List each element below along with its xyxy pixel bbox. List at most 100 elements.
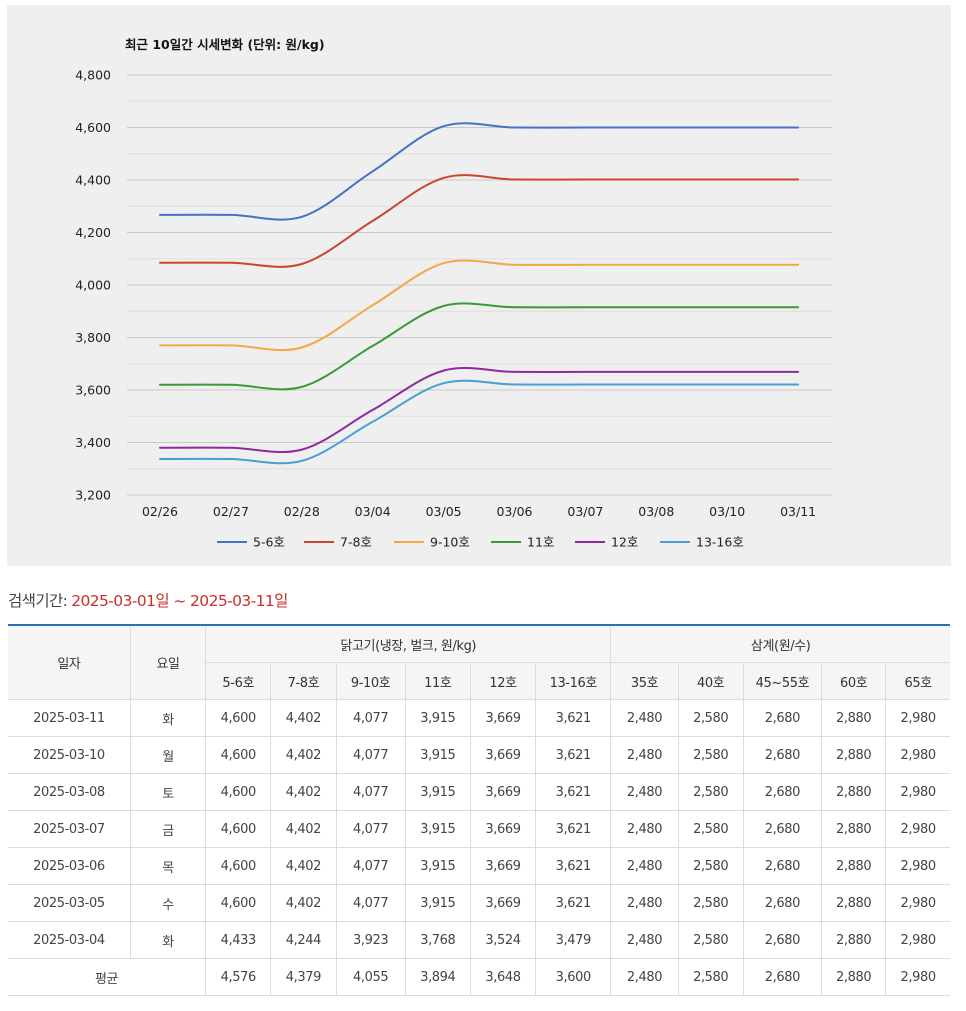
price-cell: 4,433 (205, 921, 272, 959)
y-tick-label: 4,800 (75, 68, 111, 83)
average-cell: 4,379 (270, 958, 337, 996)
day-cell: 화 (129, 921, 207, 959)
x-tick-label: 02/26 (142, 504, 178, 519)
price-cell: 2,980 (885, 699, 950, 737)
date-cell: 2025-03-08 (8, 773, 131, 811)
price-cell: 3,621 (535, 810, 612, 848)
price-cell: 2,680 (742, 884, 823, 922)
day-cell: 화 (129, 699, 207, 737)
price-cell: 2,980 (885, 810, 950, 848)
average-cell: 3,648 (469, 958, 537, 996)
x-tick-label: 03/04 (355, 504, 391, 519)
x-tick-label: 03/07 (567, 504, 603, 519)
y-axis-ticks: 3,200 3,400 3,600 3,800 4,000 4,200 4,400 4,600… (75, 68, 111, 503)
header-size: 35호 (610, 662, 679, 700)
header-size: 5-6호 (205, 662, 272, 700)
price-cell: 4,402 (270, 884, 337, 922)
x-tick-label: 03/05 (426, 504, 462, 519)
day-cell: 월 (129, 736, 207, 774)
table-row: 2025-03-06 목 4,600 4,402 4,077 3,915 3,669 3,62… (8, 847, 950, 885)
price-cell: 2,680 (742, 921, 823, 959)
price-cell: 2,980 (885, 773, 950, 811)
price-cell: 2,980 (885, 736, 950, 774)
x-tick-label: 03/10 (709, 504, 745, 519)
header-row-sizes: 5-6호 7-8호 9-10호 11호 12호 13-16호 35호 40호 45~55호 60호… (8, 662, 950, 700)
price-cell: 3,621 (535, 736, 612, 774)
price-cell: 2,880 (821, 773, 887, 811)
price-cell: 2,580 (677, 810, 744, 848)
header-size: 13-16호 (535, 662, 612, 700)
line-chart-svg: 최근 10일간 시세변화 (단위: 원/kg) 3,2003,4003,6003… (75, 37, 832, 550)
x-tick-label: 03/08 (638, 504, 674, 519)
series-line (159, 367, 800, 453)
day-cell: 수 (129, 884, 207, 922)
price-cell: 3,621 (535, 847, 612, 885)
price-cell: 2,580 (677, 847, 744, 885)
price-cell: 3,479 (535, 921, 612, 959)
day-cell: 금 (129, 810, 207, 848)
price-table: 일자 요일 닭고기(냉장, 벌크, 원/kg) 삼계(원/수) 5-6호 7-8호… (8, 624, 950, 996)
y-tick-label: 4,400 (75, 173, 111, 188)
table-body: 2025-03-11 화 4,600 4,402 4,077 3,915 3,669 3,62… (8, 699, 950, 996)
x-tick-label: 03/11 (780, 504, 816, 519)
series-line (159, 259, 800, 351)
date-cell: 2025-03-04 (8, 921, 131, 959)
price-cell: 4,077 (335, 884, 406, 922)
average-cell: 2,680 (742, 958, 823, 996)
price-cell: 2,880 (821, 921, 887, 959)
header-size: 11호 (404, 662, 471, 700)
price-cell: 2,680 (742, 736, 823, 774)
price-cell: 2,680 (742, 810, 823, 848)
series-line (159, 302, 800, 391)
average-cell: 4,576 (205, 958, 272, 996)
average-cell: 3,600 (535, 958, 612, 996)
price-cell: 2,580 (677, 884, 744, 922)
price-cell: 4,600 (205, 736, 272, 774)
price-cell: 3,621 (535, 773, 612, 811)
legend-label: 12호 (611, 535, 638, 550)
price-cell: 2,580 (677, 921, 744, 959)
table-row: 2025-03-07 금 4,600 4,402 4,077 3,915 3,669 3,62… (8, 810, 950, 848)
average-cell: 2,580 (677, 958, 744, 996)
header-day: 요일 (129, 624, 207, 700)
y-tick-label: 3,800 (75, 330, 111, 345)
price-cell: 2,480 (610, 847, 679, 885)
price-cell: 4,402 (270, 736, 337, 774)
header-row-groups: 일자 요일 닭고기(냉장, 벌크, 원/kg) 삼계(원/수) (8, 624, 950, 700)
price-cell: 4,244 (270, 921, 337, 959)
y-tick-label: 4,600 (75, 120, 111, 135)
legend-label: 11호 (527, 535, 554, 550)
average-cell: 2,480 (610, 958, 679, 996)
price-cell: 3,669 (469, 699, 537, 737)
price-cell: 4,600 (205, 773, 272, 811)
price-cell: 2,480 (610, 773, 679, 811)
header-size: 65호 (885, 662, 950, 700)
y-tick-label: 4,000 (75, 278, 111, 293)
legend-label: 5-6호 (253, 535, 285, 550)
price-cell: 2,480 (610, 810, 679, 848)
series-lines (159, 122, 800, 465)
price-cell: 2,680 (742, 699, 823, 737)
header-size: 12호 (469, 662, 537, 700)
day-cell: 토 (129, 773, 207, 811)
price-cell: 3,915 (404, 810, 471, 848)
date-cell: 2025-03-06 (8, 847, 131, 885)
average-label: 평균 (8, 958, 207, 996)
price-cell: 2,980 (885, 847, 950, 885)
price-cell: 2,580 (677, 736, 744, 774)
header-size: 40호 (677, 662, 744, 700)
search-period-label: 검색기간 (8, 592, 63, 610)
table-row: 2025-03-11 화 4,600 4,402 4,077 3,915 3,669 3,62… (8, 699, 950, 737)
average-cell: 2,980 (885, 958, 950, 996)
price-cell: 2,880 (821, 884, 887, 922)
x-tick-label: 02/27 (213, 504, 249, 519)
table-row: 2025-03-05 수 4,600 4,402 4,077 3,915 3,669 3,62… (8, 884, 950, 922)
date-cell: 2025-03-10 (8, 736, 131, 774)
price-cell: 3,915 (404, 847, 471, 885)
price-cell: 2,980 (885, 884, 950, 922)
price-cell: 2,880 (821, 810, 887, 848)
price-cell: 3,669 (469, 810, 537, 848)
price-cell: 3,915 (404, 884, 471, 922)
y-tick-label: 4,200 (75, 225, 111, 240)
x-tick-label: 02/28 (284, 504, 320, 519)
